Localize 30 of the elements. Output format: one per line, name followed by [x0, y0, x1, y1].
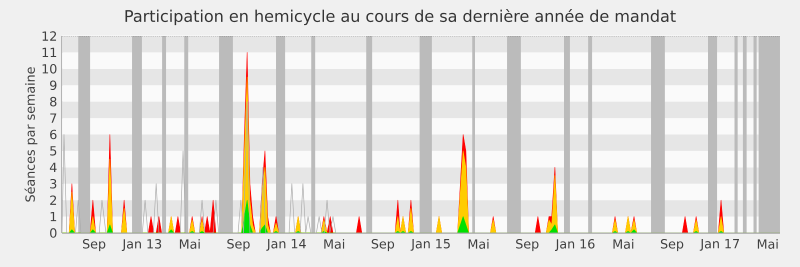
chart-title: Participation en hemicycle au cours de sa dernière année de mandat [126, 9, 676, 26]
y-axis-title: Séances par semaine [24, 67, 38, 202]
x-tick-label: Mai [324, 239, 344, 249]
y-tick-label: 11 [42, 48, 56, 58]
y-tick-label: 10 [42, 64, 56, 74]
x-tick-label: Sep [82, 239, 106, 252]
x-tick-label: Jan 16 [554, 239, 594, 251]
x-tick-label: Jan 13 [122, 239, 162, 251]
x-tick-label: Mai [758, 239, 778, 249]
x-tick-label: Sep [660, 239, 684, 252]
y-tick-label: 5 [50, 146, 56, 156]
x-tick-label: Jan 15 [410, 239, 450, 251]
x-tick-label: Jan 17 [700, 239, 740, 251]
y-tick-label: 7 [50, 113, 56, 123]
x-tick-label: Sep [227, 239, 250, 252]
y-tick-label: 6 [50, 130, 57, 140]
y-tick-label: 1 [50, 212, 56, 222]
x-tick-label: Jan 14 [266, 239, 306, 251]
y-tick-label: 9 [50, 80, 56, 90]
y-tick-label: 8 [50, 96, 56, 106]
x-tick-label: Mai [180, 239, 200, 249]
y-tick-label: 4 [50, 162, 57, 172]
y-tick-label: 3 [50, 178, 56, 189]
x-tick-label: Sep [516, 239, 538, 252]
y-tick-label: 12 [42, 31, 56, 41]
y-tick-label: 0 [50, 228, 56, 238]
x-tick-label: Sep [372, 239, 394, 252]
x-tick-label: Mai [613, 239, 634, 249]
x-tick-label: Mai [468, 239, 488, 249]
y-tick-label: 2 [50, 195, 56, 205]
